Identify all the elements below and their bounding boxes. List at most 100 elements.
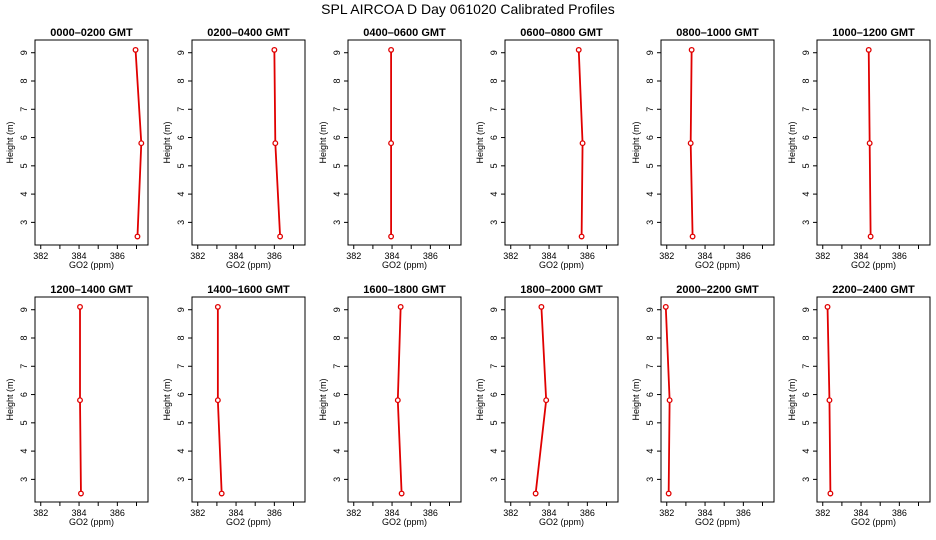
plot-frame [504, 39, 619, 246]
x-tick-label: 384 [72, 251, 87, 261]
x-tick-label: 382 [659, 508, 674, 518]
y-tick-label: 4 [489, 192, 499, 197]
profile-point [543, 397, 550, 404]
y-tick-label: 3 [801, 220, 811, 225]
panel-title: 2000–2200 GMT [676, 284, 759, 296]
x-tick-label: 382 [815, 508, 830, 518]
plot-frame [347, 39, 462, 246]
plot-frame [347, 296, 462, 503]
y-tick-label: 9 [176, 307, 186, 312]
panel-title: 0800–1000 GMT [676, 27, 759, 39]
y-tick-label: 3 [176, 220, 186, 225]
profile-panel: 1200–1400 GMT 382 384 386 3 4 5 6 7 8 9 GO2 (ppm) He… [5, 284, 149, 527]
profile-point [134, 233, 141, 240]
y-tick-label: 7 [332, 107, 342, 112]
profile-panel: 0600–0800 GMT 382 384 386 3 4 5 6 7 8 9 GO2 (ppm) He… [475, 27, 619, 270]
y-tick-label: 5 [645, 163, 655, 168]
y-axis-label: Height (m) [5, 121, 15, 163]
y-tick-label: 9 [19, 50, 29, 55]
y-tick-label: 8 [176, 78, 186, 83]
y-tick-label: 6 [332, 392, 342, 397]
x-tick-label: 384 [385, 251, 400, 261]
y-tick-label: 7 [19, 107, 29, 112]
panel-title: 0400–0600 GMT [363, 27, 446, 39]
x-axis-label: GO2 (ppm) [695, 517, 740, 527]
panel-title: 0600–0800 GMT [520, 27, 603, 39]
profile-point [388, 140, 395, 147]
y-tick-label: 5 [489, 163, 499, 168]
y-tick-label: 9 [332, 307, 342, 312]
y-tick-label: 6 [645, 135, 655, 140]
y-tick-label: 8 [801, 335, 811, 340]
y-tick-label: 8 [645, 335, 655, 340]
panel-title: 2200–2400 GMT [832, 284, 915, 296]
y-tick-label: 6 [19, 135, 29, 140]
y-tick-label: 8 [801, 78, 811, 83]
x-axis-label: GO2 (ppm) [695, 260, 740, 270]
figure-title: SPL AIRCOA D Day 061020 Calibrated Profi… [321, 1, 615, 17]
profile-point [689, 233, 696, 240]
y-tick-label: 8 [489, 335, 499, 340]
profile-panel: 1800–2000 GMT 382 384 386 3 4 5 6 7 8 9 GO2 (ppm) He… [475, 284, 619, 527]
y-tick-label: 6 [801, 135, 811, 140]
y-tick-label: 7 [176, 107, 186, 112]
y-tick-label: 4 [19, 449, 29, 454]
profile-point [138, 140, 145, 147]
y-tick-label: 8 [645, 78, 655, 83]
y-axis-label: Height (m) [162, 121, 172, 163]
panel-title: 1000–1200 GMT [832, 27, 915, 39]
plot-frame [191, 296, 306, 503]
profile-point [575, 46, 582, 53]
x-axis-label: GO2 (ppm) [851, 517, 896, 527]
x-tick-label: 384 [229, 508, 244, 518]
x-tick-label: 386 [736, 508, 751, 518]
x-tick-label: 386 [267, 251, 282, 261]
profile-panel: 1600–1800 GMT 382 384 386 3 4 5 6 7 8 9 GO2 (ppm) He… [318, 284, 462, 527]
profile-point [866, 140, 873, 147]
x-tick-label: 384 [698, 251, 713, 261]
profile-point [688, 46, 695, 53]
profile-point [824, 303, 831, 310]
x-tick-label: 384 [385, 508, 400, 518]
y-tick-label: 4 [176, 192, 186, 197]
y-tick-label: 4 [801, 449, 811, 454]
y-axis-label: Height (m) [787, 378, 797, 420]
x-axis-label: GO2 (ppm) [69, 260, 114, 270]
x-tick-label: 384 [854, 251, 869, 261]
y-axis-label: Height (m) [318, 378, 328, 420]
x-axis-label: GO2 (ppm) [539, 517, 584, 527]
y-tick-label: 8 [489, 78, 499, 83]
y-tick-label: 3 [489, 477, 499, 482]
y-tick-label: 8 [19, 335, 29, 340]
profile-point [77, 397, 83, 404]
y-tick-label: 7 [645, 364, 655, 369]
profile-panel: 0800–1000 GMT 382 384 386 3 4 5 6 7 8 9 GO2 (ppm) He… [631, 27, 775, 270]
profile-panel: 0200–0400 GMT 382 384 386 3 4 5 6 7 8 9 GO2 (ppm) He… [162, 27, 306, 270]
y-tick-label: 4 [332, 192, 342, 197]
profile-point [78, 490, 84, 497]
plot-frame [816, 39, 931, 246]
y-tick-label: 3 [801, 477, 811, 482]
plot-frame [816, 296, 931, 503]
y-tick-label: 3 [332, 220, 342, 225]
y-tick-label: 3 [645, 220, 655, 225]
y-tick-label: 9 [19, 307, 29, 312]
profile-point [538, 303, 545, 310]
y-tick-label: 4 [176, 449, 186, 454]
panel-title: 0000–0200 GMT [50, 27, 133, 39]
y-tick-label: 6 [176, 135, 186, 140]
y-tick-label: 7 [176, 364, 186, 369]
x-tick-label: 382 [503, 508, 518, 518]
y-tick-label: 5 [645, 420, 655, 425]
x-tick-label: 386 [267, 508, 282, 518]
x-axis-label: GO2 (ppm) [382, 517, 427, 527]
y-tick-label: 6 [489, 135, 499, 140]
profile-point [397, 303, 404, 310]
y-axis-label: Height (m) [5, 378, 15, 420]
y-tick-label: 5 [19, 163, 29, 168]
x-tick-label: 384 [542, 508, 557, 518]
x-tick-label: 382 [503, 251, 518, 261]
x-tick-label: 384 [229, 251, 244, 261]
y-tick-label: 7 [801, 364, 811, 369]
